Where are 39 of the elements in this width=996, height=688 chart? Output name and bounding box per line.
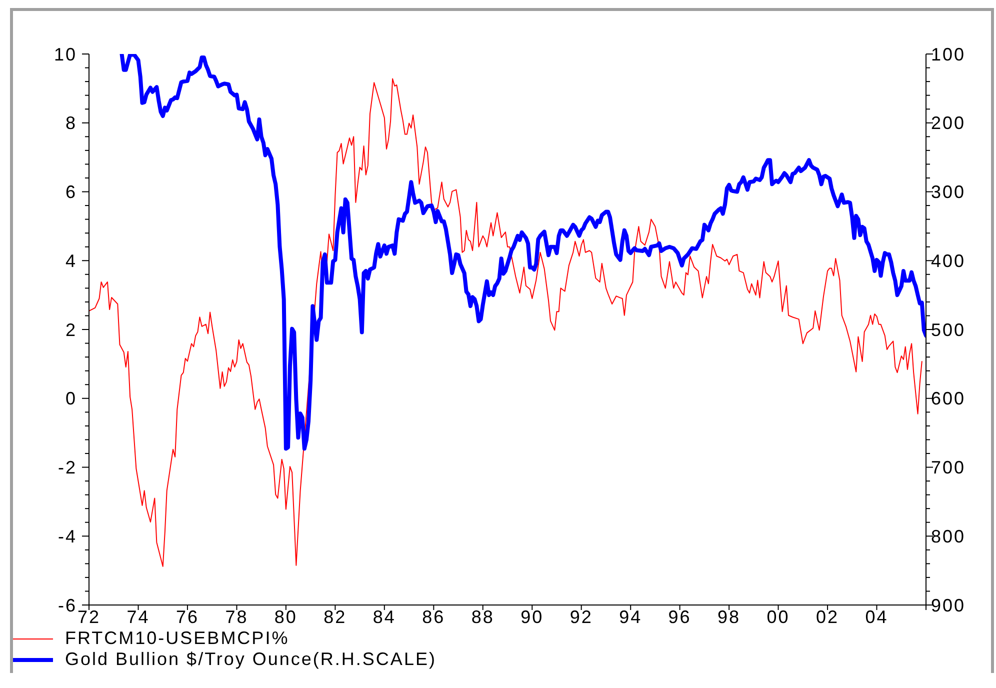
line-series — [120, 54, 926, 451]
x-tick-label: 76 — [176, 607, 199, 627]
y-tick-label: -4 — [58, 526, 77, 546]
y2-tick-label: 200 — [931, 113, 966, 134]
y-tick-label: -2 — [58, 458, 77, 478]
x-tick-label: 92 — [570, 607, 593, 627]
legend-label: FRTCM10-USEBMCPI% — [65, 628, 290, 649]
x-tick-label: 04 — [865, 607, 888, 627]
x-tick-label: 96 — [668, 607, 692, 627]
legend-label: Gold Bullion $/Troy Ounce(R.H.SCALE) — [65, 649, 436, 670]
y2-tick-label: 900 — [931, 595, 966, 616]
y-tick-label: 10 — [54, 44, 77, 64]
line-series — [89, 78, 922, 567]
y2-tick-label: 800 — [931, 526, 966, 546]
x-tick-label: 90 — [520, 607, 544, 627]
x-tick-label: 74 — [126, 607, 150, 627]
y2-tick-label: 100 — [931, 44, 966, 64]
y-tick-label: 4 — [65, 250, 77, 271]
x-tick-label: 94 — [619, 607, 642, 627]
x-tick-label: 82 — [324, 607, 347, 627]
x-tick-label: 98 — [718, 607, 741, 627]
x-tick-label: 84 — [372, 607, 396, 627]
y-tick-label: 2 — [65, 320, 77, 340]
x-tick-label: 02 — [816, 607, 840, 627]
y-tick-label: 6 — [65, 182, 77, 202]
x-tick-label: 80 — [274, 607, 298, 627]
x-tick-label: 00 — [766, 607, 790, 627]
x-tick-label: 78 — [225, 607, 248, 627]
y2-tick-label: 700 — [931, 458, 966, 478]
y-tick-label: 8 — [65, 113, 77, 134]
y2-tick-label: 500 — [931, 320, 966, 340]
y2-tick-label: 600 — [931, 388, 966, 409]
x-tick-label: 72 — [77, 607, 101, 627]
y2-tick-label: 400 — [931, 250, 966, 271]
x-tick-label: 86 — [422, 607, 446, 627]
y-tick-label: 0 — [65, 388, 77, 409]
y2-tick-label: 300 — [931, 182, 966, 202]
x-tick-label: 88 — [471, 607, 494, 627]
y-tick-label: -6 — [58, 595, 77, 616]
